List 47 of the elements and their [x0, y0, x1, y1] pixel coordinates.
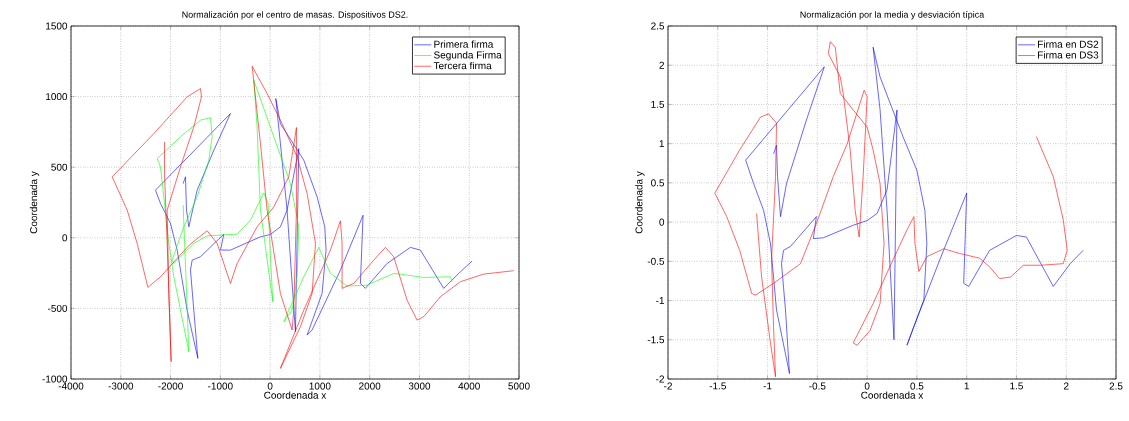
y-tick-label: 0	[659, 218, 665, 226]
x-tick-label: 2.5	[1109, 382, 1123, 390]
x-tick-label: -2000	[158, 382, 183, 390]
x-tick-label: -1	[763, 382, 772, 390]
x-tick-label: 1.5	[1010, 382, 1023, 390]
y-tick-label: 0.5	[651, 179, 665, 187]
x-tick-label: 1000	[309, 382, 331, 390]
x-tick-label: 0	[267, 382, 273, 390]
y-tick-label: 1000	[46, 93, 68, 101]
y-axis-title: Coordenada y	[29, 171, 40, 234]
x-tick-label: -3000	[108, 382, 134, 390]
y-tick-label: 2	[659, 61, 664, 69]
x-tick-label: 0.5	[910, 382, 924, 390]
legend-label: Primera firma	[434, 40, 494, 48]
x-tick-label: -0.5	[809, 382, 826, 390]
x-tick-label: 0	[864, 382, 870, 390]
chart-title: Normalización por el centro de masas. Dispositivos DS2.	[182, 11, 408, 20]
y-tick-label: 2.5	[651, 22, 665, 30]
x-tick-label: 4000	[458, 382, 480, 390]
legend-label: Firma en DS3	[1038, 51, 1099, 59]
x-tick-label: -2	[664, 382, 672, 390]
legend-label: Tercera firma	[433, 61, 492, 70]
y-tick-label: 0	[62, 234, 68, 242]
legend-label: Firma en DS2	[1038, 40, 1099, 48]
y-tick-label: -500	[47, 304, 68, 312]
y-tick-label: -1000	[42, 375, 68, 383]
y-tick-label: -1	[656, 297, 665, 304]
x-tick-label: 2000	[359, 382, 381, 390]
y-tick-label: 1500	[46, 22, 68, 30]
y-axis-title: Coordenada y	[635, 171, 645, 234]
legend-label: Segunda Firma	[434, 51, 502, 61]
y-tick-label: -1.5	[647, 336, 665, 344]
x-axis-title: Coordenada x	[861, 391, 924, 399]
x-tick-label: -1.5	[709, 382, 726, 390]
x-tick-label: 5000	[508, 382, 530, 390]
y-tick-label: 1	[659, 140, 665, 148]
x-tick-label: 3000	[408, 382, 431, 390]
x-tick-label: -4000	[58, 382, 84, 390]
x-tick-label: -1000	[208, 382, 233, 390]
x-tick-label: 2	[1063, 382, 1069, 390]
y-tick-label: 500	[51, 163, 68, 171]
x-axis-title: Coordenada x	[264, 391, 327, 399]
y-tick-label: -2	[656, 375, 664, 383]
y-tick-label: 1.5	[651, 100, 665, 108]
x-tick-label: 1	[964, 382, 969, 390]
y-tick-label: -0.5	[647, 257, 665, 265]
chart-title: Normalización por la media y desviación típica	[800, 11, 985, 20]
